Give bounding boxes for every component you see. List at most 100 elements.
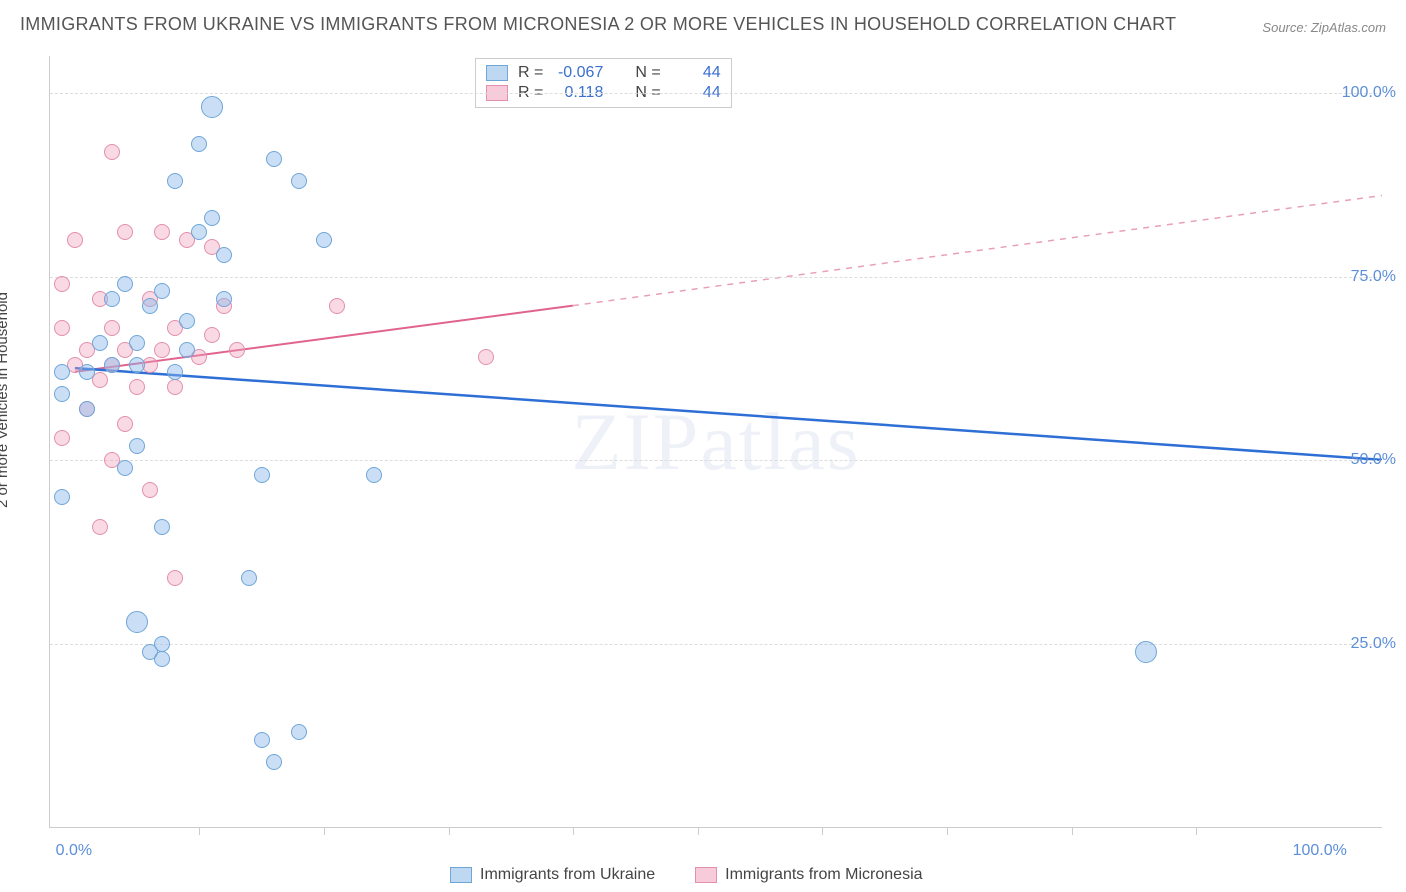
scatter-point-pink: [167, 570, 183, 586]
scatter-point-blue: [204, 210, 220, 226]
scatter-point-pink: [142, 482, 158, 498]
scatter-point-blue: [54, 489, 70, 505]
scatter-point-pink: [478, 349, 494, 365]
scatter-point-blue: [216, 291, 232, 307]
ytick-label: 25.0%: [1351, 635, 1396, 653]
scatter-point-pink: [104, 320, 120, 336]
watermark: ZIPatlas: [571, 395, 860, 489]
ytick-label: 100.0%: [1342, 84, 1396, 102]
legend-label-pink: Immigrants from Micronesia: [725, 866, 922, 884]
scatter-point-blue: [79, 401, 95, 417]
scatter-point-pink: [67, 232, 83, 248]
gridline-h: [50, 460, 1382, 461]
y-axis-label: 2 or more Vehicles in Household: [0, 292, 11, 508]
scatter-point-pink: [129, 379, 145, 395]
scatter-point-blue: [154, 283, 170, 299]
scatter-point-pink: [154, 224, 170, 240]
scatter-point-blue: [1135, 641, 1157, 663]
scatter-point-blue: [129, 335, 145, 351]
trend-lines-svg: [50, 56, 1382, 827]
scatter-point-blue: [154, 519, 170, 535]
scatter-point-pink: [54, 276, 70, 292]
swatch-blue-icon: [486, 65, 508, 81]
scatter-point-blue: [54, 386, 70, 402]
n-value-blue: 44: [671, 64, 721, 82]
gridline-h: [50, 93, 1382, 94]
legend-item-blue: Immigrants from Ukraine: [450, 866, 655, 884]
scatter-point-blue: [92, 335, 108, 351]
scatter-point-blue: [266, 754, 282, 770]
r-label: R =: [518, 64, 543, 82]
source-attribution: Source: ZipAtlas.com: [1262, 20, 1386, 35]
xtick-minor: [199, 827, 200, 835]
scatter-point-pink: [54, 430, 70, 446]
xtick-minor: [822, 827, 823, 835]
scatter-point-blue: [216, 247, 232, 263]
scatter-point-blue: [291, 724, 307, 740]
gridline-h: [50, 277, 1382, 278]
scatter-point-blue: [291, 173, 307, 189]
xtick-minor: [324, 827, 325, 835]
swatch-pink-icon: [695, 867, 717, 883]
scatter-point-pink: [104, 144, 120, 160]
scatter-point-pink: [117, 224, 133, 240]
scatter-point-blue: [54, 364, 70, 380]
scatter-point-blue: [126, 611, 148, 633]
r-value-blue: -0.067: [553, 64, 603, 82]
xtick-minor: [1196, 827, 1197, 835]
trend-line: [573, 196, 1382, 306]
xtick-minor: [449, 827, 450, 835]
ytick-label: 75.0%: [1351, 268, 1396, 286]
scatter-point-blue: [167, 364, 183, 380]
scatter-point-blue: [266, 151, 282, 167]
scatter-point-blue: [191, 224, 207, 240]
legend-item-pink: Immigrants from Micronesia: [695, 866, 922, 884]
scatter-point-blue: [117, 276, 133, 292]
scatter-point-blue: [191, 136, 207, 152]
legend-label-blue: Immigrants from Ukraine: [480, 866, 655, 884]
n-label: N =: [635, 64, 660, 82]
swatch-blue-icon: [450, 867, 472, 883]
scatter-point-blue: [167, 173, 183, 189]
series-legend: Immigrants from Ukraine Immigrants from …: [450, 866, 923, 884]
scatter-point-blue: [117, 460, 133, 476]
scatter-point-pink: [167, 379, 183, 395]
scatter-point-blue: [79, 364, 95, 380]
scatter-point-pink: [204, 327, 220, 343]
scatter-point-pink: [329, 298, 345, 314]
scatter-point-blue: [201, 96, 223, 118]
chart-plot-area: ZIPatlas R = -0.067 N = 44 R = 0.118 N =…: [49, 56, 1382, 828]
scatter-point-blue: [179, 313, 195, 329]
chart-title: IMMIGRANTS FROM UKRAINE VS IMMIGRANTS FR…: [20, 14, 1176, 35]
scatter-point-blue: [129, 357, 145, 373]
source-label: Source:: [1262, 20, 1307, 35]
scatter-point-blue: [241, 570, 257, 586]
scatter-point-blue: [254, 732, 270, 748]
scatter-point-pink: [54, 320, 70, 336]
scatter-point-blue: [366, 467, 382, 483]
source-value: ZipAtlas.com: [1311, 20, 1386, 35]
scatter-point-pink: [154, 342, 170, 358]
scatter-point-pink: [229, 342, 245, 358]
scatter-point-blue: [104, 291, 120, 307]
stats-row-blue: R = -0.067 N = 44: [486, 63, 721, 83]
scatter-point-blue: [154, 651, 170, 667]
scatter-point-blue: [104, 357, 120, 373]
xtick-minor: [573, 827, 574, 835]
scatter-point-blue: [254, 467, 270, 483]
stats-legend-box: R = -0.067 N = 44 R = 0.118 N = 44: [475, 58, 732, 108]
ytick-label: 50.0%: [1351, 451, 1396, 469]
scatter-point-blue: [142, 298, 158, 314]
xtick-minor: [947, 827, 948, 835]
scatter-point-blue: [316, 232, 332, 248]
scatter-point-pink: [92, 519, 108, 535]
xtick-minor: [1072, 827, 1073, 835]
xtick-label: 100.0%: [1293, 842, 1347, 860]
gridline-h: [50, 644, 1382, 645]
trend-line: [75, 368, 1382, 460]
scatter-point-pink: [117, 416, 133, 432]
scatter-point-blue: [129, 438, 145, 454]
xtick-label: 0.0%: [56, 842, 92, 860]
xtick-minor: [698, 827, 699, 835]
scatter-point-blue: [179, 342, 195, 358]
